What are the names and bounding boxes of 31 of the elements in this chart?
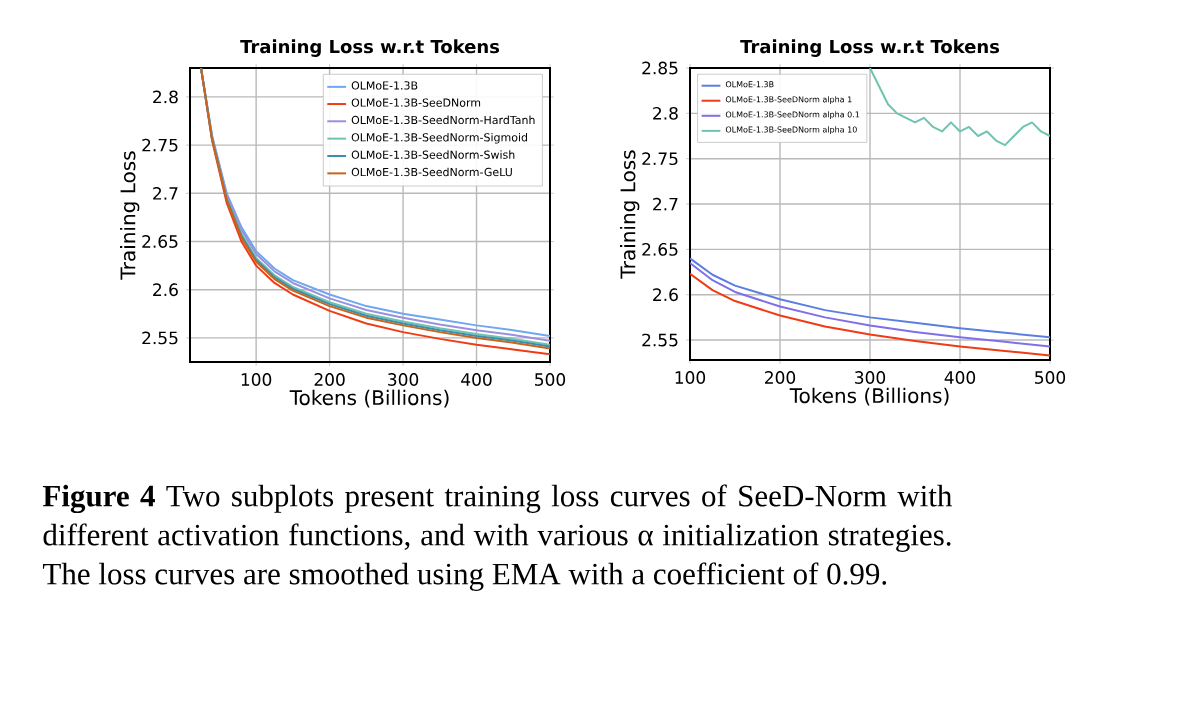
x-tick-label: 200 <box>314 373 345 386</box>
chart-title: Training Loss w.r.t Tokens <box>740 39 1000 57</box>
x-tick-label: 400 <box>461 373 492 386</box>
text: Figure 4 Two subplots present training loss curves of SeeD-Norm with different activation functions, and with various α initialization strategies. The loss curves are smoothed using EMA with a coefficient of 0.99. <box>42 484 953 591</box>
y-tick-label: 2.7 <box>153 187 178 200</box>
y-tick-label: 2.7 <box>653 197 678 211</box>
y-tick-label: 2.55 <box>642 333 678 347</box>
y-tick-label: 2.85 <box>642 61 678 75</box>
line-series <box>690 272 1051 357</box>
y-axis-title: Training Loss <box>619 150 640 279</box>
chart-title: Training Loss w.r.t Tokens <box>240 39 500 57</box>
x-tick-label: 500 <box>535 373 566 386</box>
y-tick-label: 2.8 <box>653 106 678 120</box>
x-axis-title: Tokens (Billions) <box>789 387 949 406</box>
x-axis-title: Tokens (Billions) <box>289 389 449 408</box>
y-tick-label: 2.6 <box>653 288 678 302</box>
x-tick-label: 200 <box>765 371 796 384</box>
y-tick-label: 2.75 <box>142 138 178 152</box>
x-tick-label: 400 <box>944 371 976 384</box>
y-tick-label: 2.75 <box>642 152 678 166</box>
y-tick-label: 2.65 <box>142 235 178 248</box>
x-tick-label: 300 <box>388 373 419 386</box>
y-tick-label: 2.8 <box>153 90 178 104</box>
x-tick-label: 100 <box>241 373 272 386</box>
y-tick-label: 2.65 <box>642 242 678 256</box>
y-tick-label: 2.55 <box>142 331 178 345</box>
y-axis-title: Training Loss <box>119 151 140 280</box>
x-tick-label: 300 <box>855 371 886 384</box>
x-tick-label: 100 <box>675 371 706 384</box>
y-tick-label: 2.6 <box>153 283 178 297</box>
x-tick-label: 500 <box>1035 371 1066 384</box>
